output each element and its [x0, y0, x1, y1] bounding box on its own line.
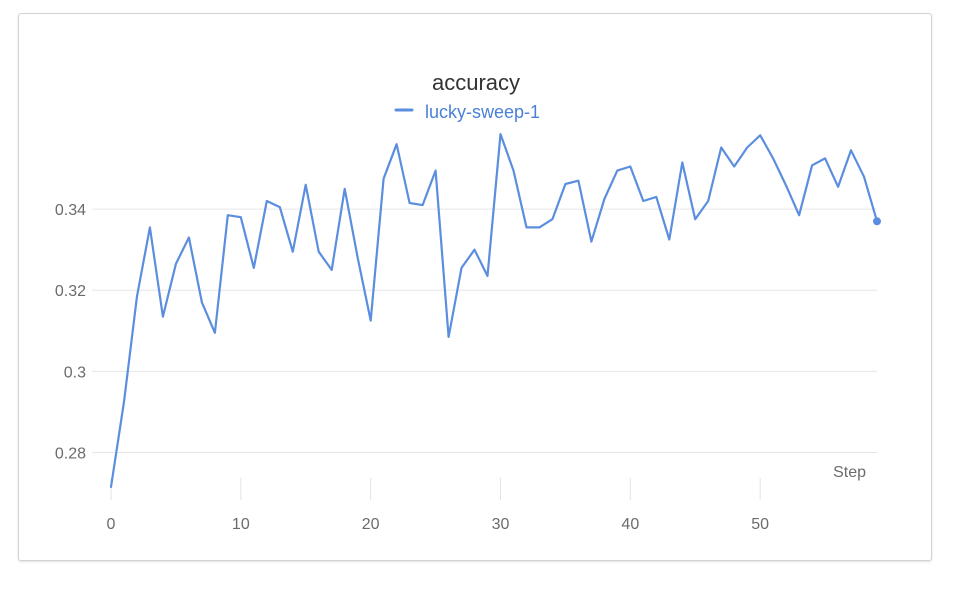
- y-tick-label: 0.28: [55, 445, 86, 462]
- series-layer: [109, 133, 881, 488]
- legend-label: lucky-sweep-1: [425, 102, 540, 122]
- x-axis-ticks: 0 10 20 30 40 50: [107, 478, 769, 533]
- chart-title: accuracy: [432, 70, 520, 95]
- x-tick-label: 50: [751, 516, 769, 533]
- y-tick-label: 0.34: [55, 202, 86, 219]
- series-line[interactable]: [109, 133, 879, 488]
- x-tick-label: 10: [232, 516, 250, 533]
- x-tick-label: 20: [362, 516, 380, 533]
- last-data-point[interactable]: [873, 217, 881, 226]
- y-tick-label: 0.3: [64, 364, 86, 381]
- x-tick-label: 30: [492, 516, 510, 533]
- x-axis-label: Step: [833, 464, 866, 481]
- x-tick-label: 40: [621, 516, 639, 533]
- legend[interactable]: lucky-sweep-1: [394, 102, 540, 122]
- grid-layer: [92, 208, 877, 453]
- x-tick-label: 0: [107, 516, 116, 533]
- y-tick-label: 0.32: [55, 283, 86, 300]
- y-axis-ticks: 0.28 0.3 0.32 0.34: [55, 202, 86, 462]
